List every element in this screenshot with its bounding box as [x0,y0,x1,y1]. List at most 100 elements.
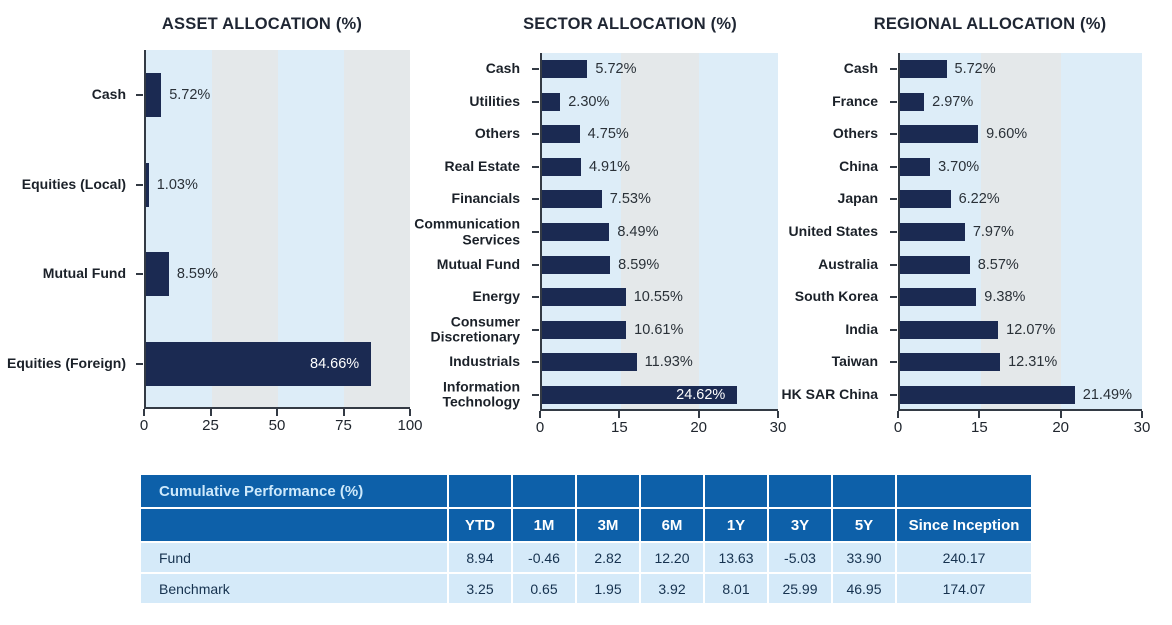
x-tick [897,411,899,418]
chart-title: SECTOR ALLOCATION (%) [523,15,737,33]
category-label: South Korea [794,288,878,305]
x-tick-label: 75 [335,417,352,434]
table-value-cell: 0.65 [513,574,575,603]
table-column-header: 3Y [769,509,831,541]
bar [900,190,951,209]
bar [542,60,588,79]
cumulative-performance-table: Cumulative Performance (%) YTD 1M 3M 6M 1Y 3Y… [141,475,1031,603]
background-band [980,53,1062,409]
bar [900,353,1001,372]
table-header-spacer-cell [769,475,831,507]
table-value-cell: -0.46 [513,543,575,572]
bar [900,385,1075,404]
category-labels: Cash Utilities Others Real Estate Financials… [414,53,530,411]
bar [542,320,627,339]
regional-allocation-chart: REGIONAL ALLOCATION (%) 5.72% 2.97% 9.60% 3.… [781,15,1151,436]
value-label: 4.91% [588,158,631,175]
x-tick [539,411,541,418]
bar [542,157,581,176]
y-tick [890,361,897,364]
category-label: Cash [91,86,126,103]
y-tick [532,198,539,201]
x-tick-label: 15 [610,419,628,436]
value-label: 84.66% [310,356,360,373]
table-value-cell: 2.82 [577,543,639,572]
y-tick [532,100,539,103]
x-tick-label: 0 [535,419,545,436]
y-tick [890,296,897,299]
bar [542,353,637,372]
x-tick [143,409,145,416]
value-label: 6.22% [958,191,1000,208]
bar [146,342,372,387]
table-column-header: Since Inception [897,509,1031,541]
category-label: Others [474,125,520,142]
table-column-header: 5Y [833,509,895,541]
value-label: 3.70% [938,158,980,175]
x-tick [1141,411,1143,418]
table-row-name: Fund [141,543,447,572]
table-value-cell: 12.20 [641,543,703,572]
x-tick [978,411,981,418]
x-tick-label: 25 [202,417,219,434]
bar [900,320,999,339]
category-label: Others [832,125,878,142]
x-tick-label: 30 [769,419,787,436]
value-label: 8.57% [977,256,1019,273]
table-title: Cumulative Performance (%) [141,475,447,507]
category-label: Energy [472,288,520,305]
category-label: United States [788,223,878,240]
y-tick [890,263,897,266]
y-tick [890,231,897,233]
table-value-cell: 46.95 [833,574,895,603]
y-tick [890,328,897,331]
value-label: 1.03% [156,176,198,193]
sector-allocation-chart: SECTOR ALLOCATION (%) 5.72% 2.30% 4.75% 4.91… [414,15,787,436]
bar [542,288,626,307]
category-label: China [839,158,878,175]
x-tick [777,411,779,418]
value-label: 8.59% [618,256,660,273]
x-tick [276,409,278,416]
plot-area: 5.72% 2.30% 4.75% 4.91% 7.53% 8.49% 8.59% 10.55… [540,53,778,411]
y-tick [532,296,539,299]
value-label: 4.75% [587,126,629,143]
bar [900,223,965,241]
y-tick [890,100,897,103]
category-label: Industrials [449,353,520,370]
value-label: 11.93% [644,354,693,371]
bar [900,60,947,79]
bar [542,223,610,241]
table-header-spacer-cell [641,475,703,507]
bar [900,125,979,144]
background-band [1061,53,1142,409]
plot-area: 5.72% 1.03% 8.59% 84.66% [144,50,410,409]
category-label: HK SAR China [781,385,878,402]
value-label: 10.55% [633,289,683,306]
bar [542,255,611,274]
y-tick [532,393,539,396]
bar [146,72,162,117]
bar [542,125,580,144]
table-value-cell: 174.07 [897,574,1031,603]
category-label: Cash [485,60,520,77]
y-tick [136,183,143,186]
y-tick [532,263,539,266]
value-label: 2.97% [932,93,974,110]
category-label: France [832,92,878,109]
value-label: 24.62% [676,386,726,403]
value-label: 8.49% [617,224,659,240]
value-label: 10.61% [634,321,684,338]
bar [146,252,169,297]
value-label: 5.72% [954,61,996,78]
bar [900,92,925,111]
table-value-cell: 1.95 [577,574,639,603]
value-label: 9.60% [986,126,1028,143]
chart-title: REGIONAL ALLOCATION (%) [873,15,1107,33]
x-tick [618,411,621,418]
x-tick-label: 15 [970,419,988,436]
table-column-header: YTD [449,509,511,541]
plot-area: 5.72% 2.97% 9.60% 3.70% 6.22% 7.97% 8.57% 9.38%… [898,53,1142,411]
y-tick [532,68,539,71]
background-band [699,53,778,409]
